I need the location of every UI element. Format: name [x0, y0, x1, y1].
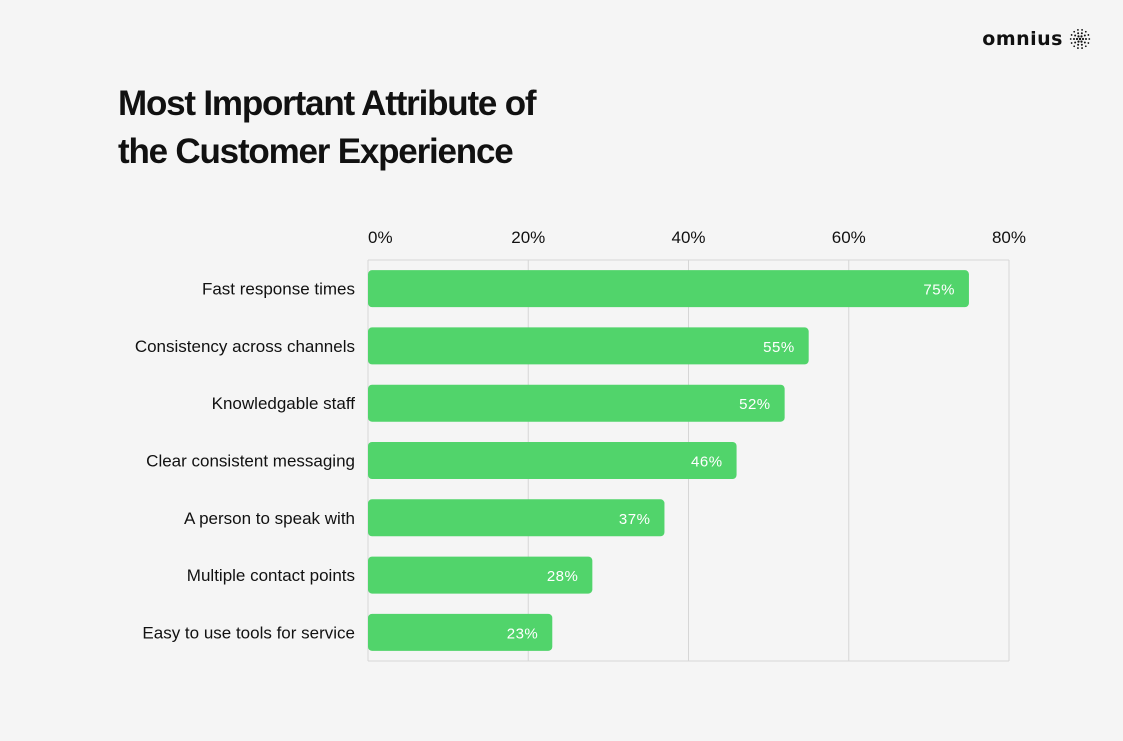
- value-label-6: 23%: [507, 625, 539, 642]
- value-label-5: 28%: [547, 568, 579, 585]
- chart-title-line-1: Most Important Attribute of: [118, 84, 537, 123]
- sunburst-icon: [1069, 29, 1091, 49]
- category-label-2: Knowledgable staff: [212, 394, 356, 413]
- value-label-1: 55%: [763, 339, 795, 356]
- bar-0: [368, 270, 969, 308]
- value-label-4: 37%: [619, 511, 651, 528]
- x-tick-label-0: 0%: [368, 228, 393, 247]
- value-label-2: 52%: [739, 396, 771, 413]
- value-label-0: 75%: [923, 282, 955, 299]
- bar-2: [368, 384, 785, 422]
- bar-1: [368, 327, 809, 365]
- category-label-5: Multiple contact points: [187, 566, 355, 585]
- bar-4: [368, 499, 665, 537]
- x-tick-label-3: 60%: [832, 228, 866, 247]
- x-tick-label-4: 80%: [992, 228, 1026, 247]
- brand-logo: omnius: [982, 28, 1091, 50]
- category-label-3: Clear consistent messaging: [146, 452, 355, 471]
- category-label-1: Consistency across channels: [135, 337, 355, 356]
- bar-6: [368, 613, 553, 651]
- category-label-4: A person to speak with: [184, 509, 355, 528]
- value-label-3: 46%: [691, 454, 723, 471]
- brand-name: omnius: [982, 28, 1063, 50]
- x-tick-label-2: 40%: [671, 228, 705, 247]
- chart-title: Most Important Attribute of the Customer…: [118, 80, 638, 176]
- chart-title-line-2: the Customer Experience: [118, 132, 514, 171]
- bar-3: [368, 442, 737, 479]
- x-tick-label-1: 20%: [511, 228, 545, 247]
- category-label-6: Easy to use tools for service: [142, 623, 355, 642]
- category-label-0: Fast response times: [202, 280, 355, 299]
- bar-5: [368, 556, 593, 594]
